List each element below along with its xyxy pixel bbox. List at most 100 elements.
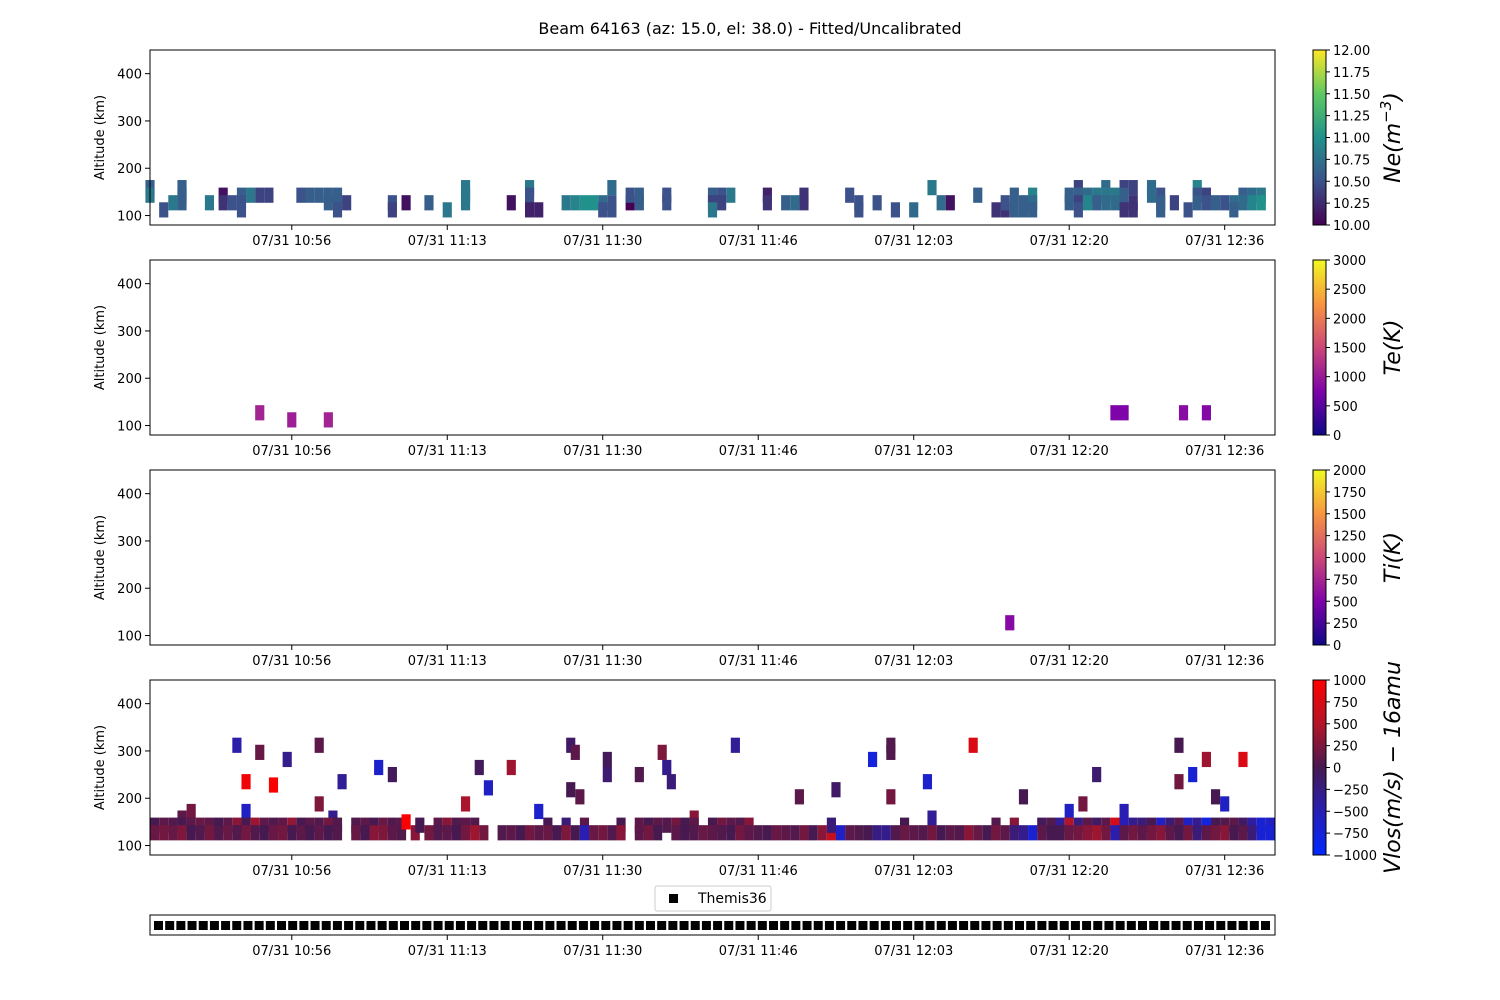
themis36-marker [400, 921, 409, 930]
colorbar-tick-label: 1000 [1333, 371, 1366, 386]
heatmap-cell [835, 825, 846, 841]
heatmap-cell [625, 187, 635, 203]
x-tick-label: 07/31 11:30 [563, 444, 642, 459]
heatmap-cell [1247, 825, 1257, 841]
heatmap-cell [1101, 825, 1111, 841]
themis36-marker [154, 921, 163, 930]
themis36-marker [567, 921, 577, 930]
themis36-marker [735, 921, 745, 930]
heatmap-cell [598, 202, 608, 218]
heatmap-cell [332, 187, 343, 203]
colorbar-tick-label: 11.00 [1333, 132, 1370, 147]
heatmap-cell [781, 825, 791, 841]
heatmap-cell [1256, 195, 1266, 211]
heatmap-cell [666, 774, 676, 790]
x-tick-label: 07/31 12:20 [1030, 444, 1109, 459]
heatmap-cell [374, 759, 384, 776]
heatmap-cell [1082, 195, 1093, 211]
heatmap-cell [264, 187, 274, 203]
x-tick-label: 07/31 12:20 [1030, 864, 1109, 879]
heatmap-cell [863, 825, 873, 841]
heatmap-cell [1192, 195, 1202, 211]
colorbar-tick-label: 1500 [1333, 508, 1366, 523]
themis36-marker [277, 921, 286, 930]
legend-marker-square [669, 894, 678, 903]
heatmap-cell [570, 195, 580, 211]
themis36-marker [422, 921, 432, 930]
heatmap-cell [497, 825, 507, 841]
heatmap-cell [1229, 825, 1239, 841]
heatmap-cell [1000, 195, 1010, 211]
heatmap-cell [387, 766, 397, 783]
themis36-marker [221, 921, 231, 930]
themis-track: 07/31 10:56 07/31 11:13 07/31 11:30 07/31 1… [149, 914, 1276, 959]
themis36-marker [1115, 921, 1125, 930]
themis36-marker [1015, 921, 1024, 930]
themis36-marker [467, 921, 477, 930]
heatmap-cell [177, 825, 187, 841]
themis36-marker [1149, 921, 1159, 930]
colorbar-tick-label: 11.50 [1333, 88, 1370, 103]
heatmap-cell [396, 825, 407, 841]
themis36-marker [970, 921, 980, 930]
heatmap-cell [570, 825, 580, 841]
heatmap-cell [598, 825, 608, 841]
y-tick-label: 100 [117, 840, 142, 855]
colorbar-tick-label: 0 [1333, 762, 1341, 777]
heatmap-cell [442, 825, 452, 841]
x-tick-label: 07/31 11:13 [408, 234, 487, 249]
heatmap-cell [1220, 796, 1230, 812]
themis36-marker [1193, 921, 1203, 930]
themis36-marker [1070, 921, 1080, 930]
themis36-marker [657, 921, 667, 930]
colorbar-tick-label: 750 [1333, 573, 1358, 588]
heatmap-cell [991, 202, 1001, 218]
heatmap-cell [968, 737, 978, 753]
y-tick-label: 200 [117, 792, 142, 807]
heatmap-cell [1073, 825, 1083, 841]
heatmap-cell [881, 825, 891, 841]
heatmap-cell [255, 187, 265, 203]
heatmap-cell [506, 759, 516, 776]
heatmap-cell [259, 825, 269, 841]
heatmap-cell [657, 744, 667, 760]
colorbar-tick-label: −500 [1333, 805, 1369, 820]
heatmap-cell [867, 751, 878, 768]
heatmap-cell [1247, 195, 1257, 211]
heatmap-cell [177, 195, 187, 211]
heatmap-cell [483, 780, 493, 796]
colorbar-title: Vlos(m/s) − 16amu [1381, 661, 1406, 874]
heatmap-cell [1000, 825, 1010, 841]
heatmap-cell [753, 825, 763, 841]
heatmap-cells-te [255, 405, 1211, 428]
heatmap-cell [799, 195, 809, 211]
heatmap-cell [332, 202, 343, 218]
colorbar-tick-label: 250 [1333, 617, 1358, 632]
colorbar-title: Ne(m−3) [1377, 92, 1406, 183]
heatmap-cell [1146, 825, 1157, 841]
x-tick-label: 07/31 12:36 [1185, 234, 1264, 249]
x-tick-label: 07/31 10:56 [252, 234, 331, 249]
y-tick-label: 100 [117, 630, 142, 645]
themis36-marker [578, 921, 588, 930]
heatmap-cell [1064, 803, 1074, 820]
heatmap-cell [1256, 825, 1266, 841]
heatmap-cells-vlos [150, 737, 1275, 841]
heatmap-cell [451, 825, 461, 841]
heatmap-cell [314, 187, 324, 203]
panels-group: 100 200 300 400 Altitude (km) 07/31 10:56 07/3… [93, 44, 1406, 879]
colorbar-tick-label: 10.75 [1333, 153, 1370, 168]
themis36-marker [254, 921, 264, 930]
heatmap-cell [1064, 825, 1074, 841]
heatmap-cell [250, 825, 260, 841]
x-tick-label: 07/31 10:56 [252, 864, 331, 879]
x-tick-label: 07/31 11:13 [408, 654, 487, 669]
x-tick-label: 07/31 11:46 [719, 234, 798, 249]
heatmap-cell [227, 195, 237, 211]
heatmap-cell [168, 825, 178, 841]
heatmap-cell [698, 825, 708, 841]
axes-frame [149, 679, 1276, 856]
themis36-marker [176, 921, 186, 930]
heatmap-cell [1028, 202, 1038, 218]
themis36-marker [187, 921, 197, 930]
